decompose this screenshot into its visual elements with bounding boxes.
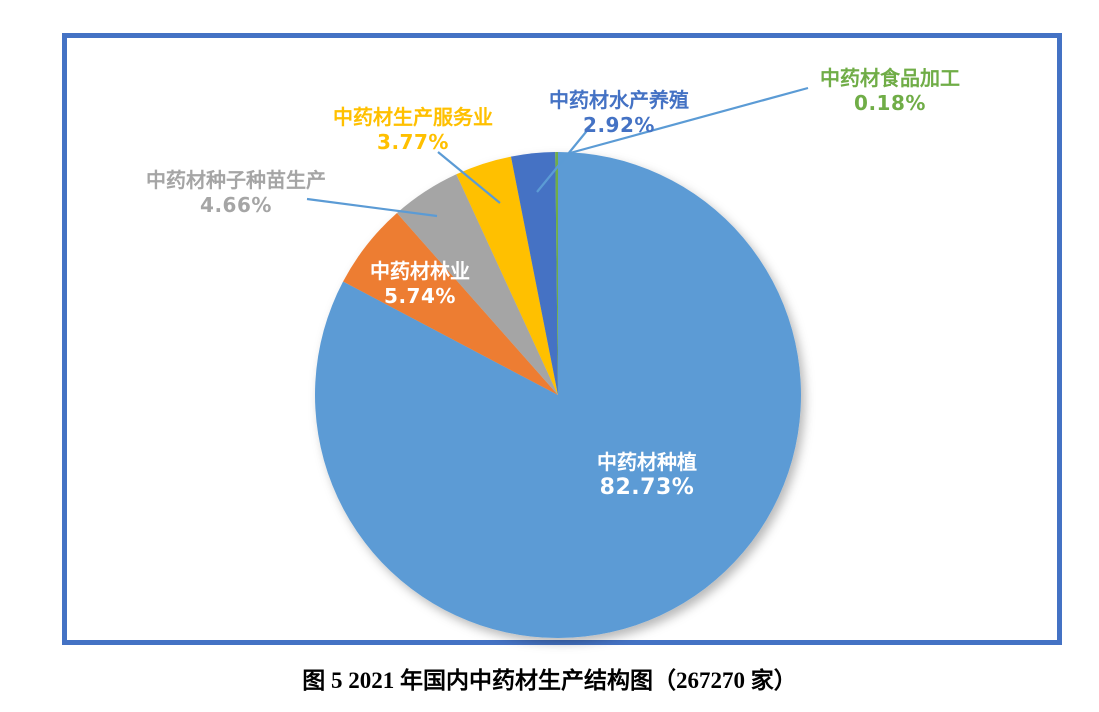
- pie-slice-2: [396, 174, 558, 395]
- leader-line-3: [569, 86, 809, 155]
- leader-line-0: [306, 197, 438, 218]
- pie-slices-group: [314, 152, 801, 638]
- pie-slice-3: [456, 156, 558, 395]
- pie-slice-0: [314, 152, 801, 638]
- leader-lines-group: [306, 86, 809, 218]
- figure-caption: 图 5 2021 年国内中药材生产结构图（267270 家）: [302, 668, 797, 693]
- pie-slice-1: [343, 213, 558, 395]
- leader-line-2: [536, 126, 591, 193]
- leader-line-1: [437, 151, 501, 204]
- pie-slice-4: [510, 152, 558, 395]
- pie-slice-5: [555, 152, 558, 395]
